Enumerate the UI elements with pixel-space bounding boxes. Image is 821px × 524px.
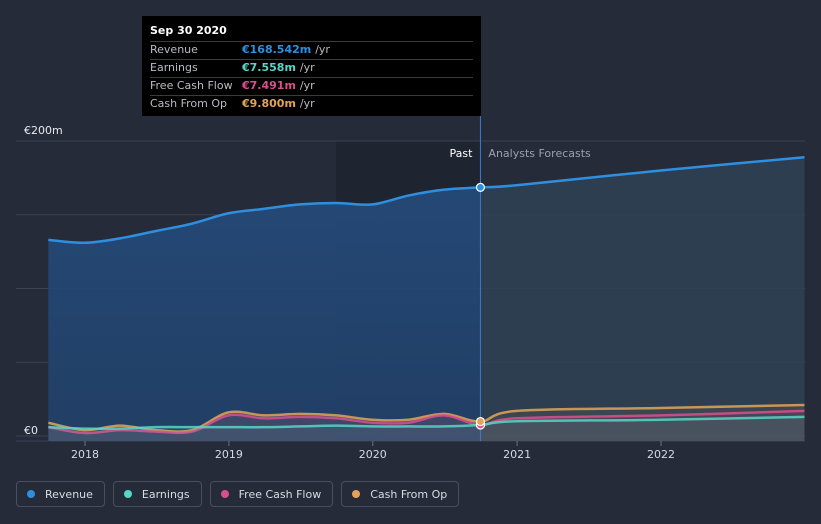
tooltip-row-revenue: Revenue €168.542m /yr	[150, 41, 473, 59]
tooltip-date: Sep 30 2020	[150, 24, 227, 37]
tooltip: Sep 30 2020 Revenue €168.542m /yr Earnin…	[142, 16, 481, 116]
tooltip-value: €7.558m	[242, 61, 296, 74]
past-label: Past	[449, 147, 473, 160]
tooltip-row-cash-from-op: Cash From Op €9.800m /yr	[150, 95, 473, 113]
x-tick-label: 2020	[359, 448, 387, 461]
legend-item-cash-from-op[interactable]: Cash From Op	[341, 481, 460, 507]
legend-dot	[27, 490, 35, 498]
tooltip-row-earnings: Earnings €7.558m /yr	[150, 59, 473, 77]
series-area-earnings	[48, 416, 805, 441]
series-line-free-cash-flow	[48, 409, 805, 435]
tooltip-value: €9.800m	[242, 97, 296, 110]
legend-label: Cash From Op	[370, 487, 448, 501]
tooltip-label: Free Cash Flow	[150, 79, 233, 92]
legend-label: Free Cash Flow	[238, 487, 322, 501]
tooltip-unit: /yr	[299, 97, 315, 110]
tooltip-label: Earnings	[150, 61, 198, 74]
legend-dot	[352, 490, 361, 498]
legend-label: Revenue	[45, 487, 93, 501]
tooltip-value: €7.491m	[242, 79, 296, 92]
tooltip-unit: /yr	[315, 43, 330, 56]
legend-dot	[123, 490, 132, 498]
x-tick-label: 2019	[215, 448, 243, 461]
legend-item-free-cash-flow[interactable]: Free Cash Flow	[209, 481, 334, 507]
forecast-label: Analysts Forecasts	[488, 147, 591, 160]
tooltip-unit: /yr	[299, 61, 315, 74]
legend-item-revenue[interactable]: Revenue	[16, 481, 105, 507]
x-tick-label: 2021	[503, 448, 531, 461]
tooltip-value: €168.542m	[242, 43, 312, 56]
x-tick-label: 2018	[71, 448, 99, 461]
tooltip-row-free-cash-flow: Free Cash Flow €7.491m /yr	[150, 77, 473, 95]
tooltip-label: Revenue	[150, 43, 198, 56]
y-tick-label-zero: €0	[24, 424, 38, 437]
tooltip-unit: /yr	[299, 79, 315, 92]
x-tick-label: 2022	[647, 448, 675, 461]
legend: Revenue Earnings Free Cash Flow Cash Fro…	[16, 481, 460, 507]
series-line-revenue	[48, 155, 805, 245]
series-line-earnings	[48, 415, 805, 431]
tooltip-label: Cash From Op	[150, 97, 228, 110]
highlight-point-revenue	[475, 182, 486, 193]
legend-label: Earnings	[141, 487, 190, 501]
revenue-area-past	[48, 187, 481, 441]
highlight-point-cash-from-op	[475, 416, 486, 427]
legend-item-earnings[interactable]: Earnings	[112, 481, 202, 507]
legend-dot	[220, 490, 229, 498]
y-tick-label-top: €200m	[24, 124, 63, 137]
